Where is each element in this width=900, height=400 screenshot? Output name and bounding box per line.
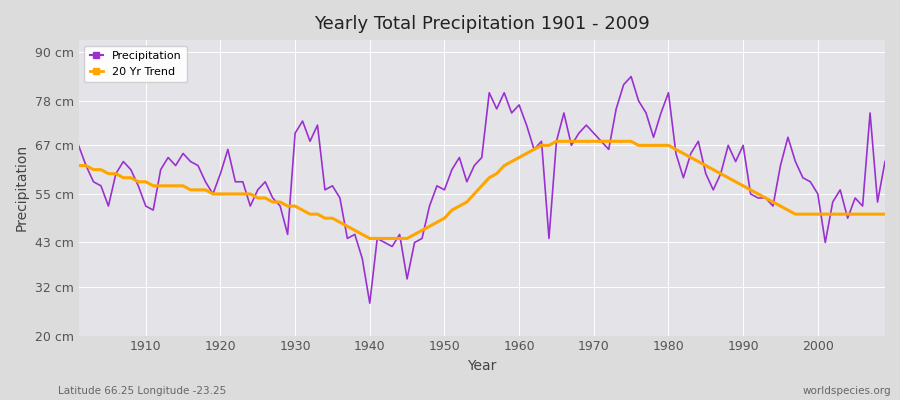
X-axis label: Year: Year [467,359,497,373]
Text: Latitude 66.25 Longitude -23.25: Latitude 66.25 Longitude -23.25 [58,386,227,396]
Text: worldspecies.org: worldspecies.org [803,386,891,396]
Legend: Precipitation, 20 Yr Trend: Precipitation, 20 Yr Trend [84,46,187,82]
Title: Yearly Total Precipitation 1901 - 2009: Yearly Total Precipitation 1901 - 2009 [314,15,650,33]
Y-axis label: Precipitation: Precipitation [15,144,29,232]
